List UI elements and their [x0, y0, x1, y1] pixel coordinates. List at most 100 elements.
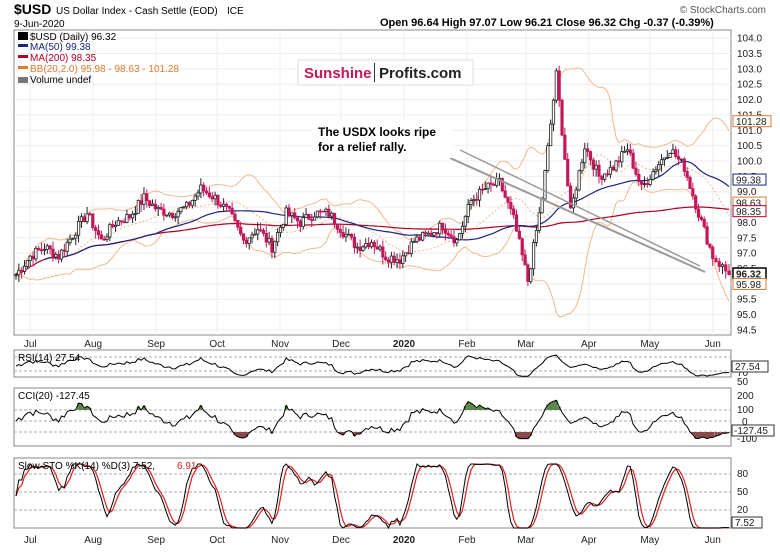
- candle-body: [79, 216, 84, 222]
- candle-body: [284, 207, 288, 225]
- candle-body: [631, 152, 635, 169]
- candle-body: [614, 160, 618, 171]
- candle-body: [304, 214, 308, 218]
- candle-body: [580, 162, 584, 172]
- candle-body: [113, 224, 118, 228]
- candle-body: [651, 171, 655, 180]
- candle-body: [685, 170, 689, 178]
- candle-body: [347, 233, 351, 236]
- month-label: Oct: [209, 339, 225, 350]
- price-tag-text: 99.38: [736, 176, 761, 187]
- candle-body: [549, 123, 553, 147]
- candle-body: [372, 242, 376, 248]
- month-label: Jun: [705, 339, 721, 350]
- candle-body: [395, 259, 399, 263]
- candle-body: [679, 158, 684, 161]
- logo-sunshine: Sunshine: [304, 65, 372, 82]
- candle-body: [150, 203, 155, 207]
- candle-body: [534, 230, 539, 243]
- candle-body: [76, 220, 81, 236]
- candle-body: [517, 230, 521, 240]
- candle-body: [170, 212, 175, 219]
- candle-body: [247, 237, 251, 244]
- candle-body: [537, 212, 541, 231]
- month-label: Sep: [147, 339, 165, 350]
- candle-body: [483, 188, 487, 191]
- candle-body: [369, 242, 374, 248]
- legend-volume: Volume undef: [30, 75, 91, 86]
- annotation-line-2: for a relief rally.: [318, 140, 406, 154]
- candle-body: [634, 167, 638, 175]
- candle-body: [640, 181, 644, 185]
- candle-body: [96, 230, 101, 236]
- cci-tick-100: 100: [737, 405, 754, 416]
- candle-body: [361, 246, 365, 251]
- rsi-last-value: 27.54: [735, 362, 760, 373]
- candle-body: [85, 213, 89, 222]
- candle-body: [364, 243, 368, 248]
- legend-swatch-price: [18, 32, 28, 40]
- candle-body: [349, 233, 354, 238]
- candle-body: [443, 229, 448, 234]
- month-axis: Jul Aug Sep Oct Nov Dec 2020 Feb Mar Apr May Jun: [24, 339, 721, 350]
- candle-body: [244, 239, 248, 244]
- month-label: Mar: [517, 339, 535, 350]
- candle-body: [540, 198, 544, 214]
- candle-body: [276, 232, 280, 243]
- price-tag-box: [732, 173, 767, 186]
- month-label-bottom: Jun: [705, 535, 721, 546]
- candle-body: [526, 264, 530, 282]
- candle-body: [105, 236, 109, 240]
- chart-name: US Dollar Index - Cash Settle (EOD): [56, 6, 218, 17]
- ma50-line: [44, 160, 730, 261]
- chart-date: 9-Jun-2020: [14, 19, 65, 30]
- candle-body: [28, 255, 32, 261]
- candle-body: [594, 164, 598, 170]
- sto-last-tag: [731, 516, 763, 529]
- candle-body: [367, 243, 371, 248]
- candle-body: [239, 226, 243, 235]
- candle-body: [250, 234, 254, 239]
- candle-body: [717, 261, 721, 267]
- price-tick-label: 94.5: [737, 325, 757, 336]
- candle-body: [620, 151, 624, 163]
- cci-line: [15, 399, 730, 440]
- candle-body: [173, 216, 177, 219]
- candle-body: [426, 232, 430, 235]
- candle-body: [392, 255, 396, 263]
- candle-body: [281, 223, 285, 228]
- candle-body: [509, 202, 513, 210]
- candle-body: [727, 270, 731, 276]
- candle-body: [142, 193, 146, 205]
- candle-body: [94, 227, 98, 232]
- candle-body: [568, 185, 573, 209]
- cci-negative-fill: [233, 432, 731, 439]
- price-tag-box: [732, 277, 767, 290]
- candle-body: [551, 99, 556, 125]
- annotation-box: [313, 120, 453, 158]
- month-label-bottom: Mar: [517, 535, 535, 546]
- candle-body: [335, 223, 339, 230]
- candle-body: [543, 170, 547, 200]
- price-panel: The USDX looks ripe for a relief rally. …: [13, 29, 732, 336]
- price-tag-box: [732, 205, 767, 218]
- price-tick-label: 100.5: [737, 141, 762, 152]
- candlesticks: [14, 65, 731, 287]
- candle-body: [708, 243, 712, 248]
- candle-body: [554, 70, 558, 101]
- cci-last-tag: [731, 424, 775, 437]
- candle-body: [341, 232, 345, 238]
- chart-exchange: ICE: [227, 6, 244, 17]
- candle-body: [88, 213, 92, 216]
- cci-last-value: -127.45: [734, 426, 768, 437]
- rsi-panel: RSI(14) 27.54 90 70 50 30 27.54: [13, 349, 769, 388]
- ohlc-readout: Open 96.64 High 97.07 Low 96.21 Close 96…: [380, 17, 714, 29]
- candle-body: [724, 264, 728, 272]
- candle-body: [460, 225, 465, 234]
- legend-ma50: MA(50) 99.38: [30, 42, 91, 53]
- price-tick-label: 102.0: [737, 95, 762, 106]
- watermark: © StockCharts.com: [680, 5, 766, 16]
- candle-body: [446, 232, 450, 236]
- candle-body: [421, 232, 425, 241]
